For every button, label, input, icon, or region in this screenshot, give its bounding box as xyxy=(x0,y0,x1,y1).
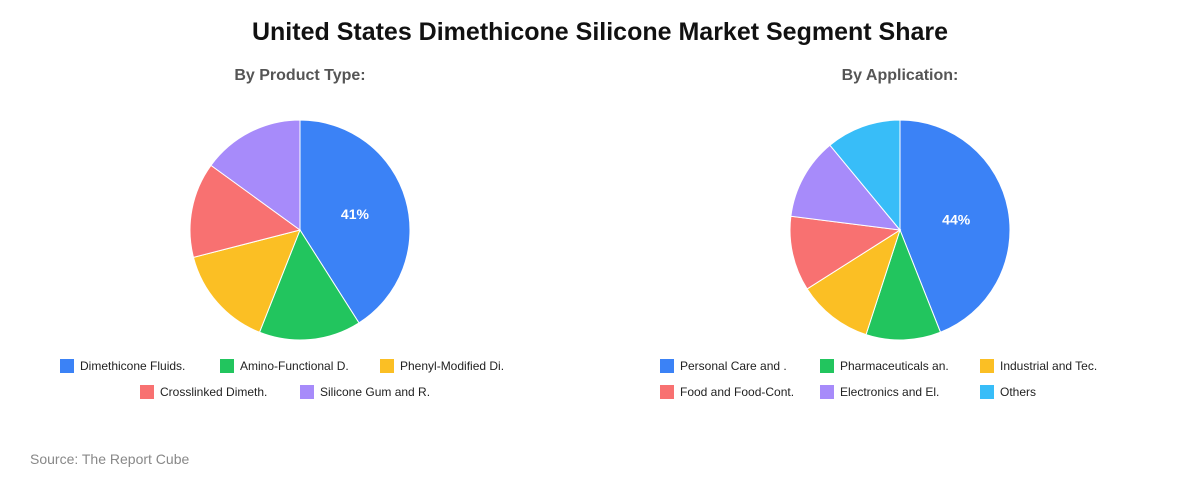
legend-label: Food and Food-Cont. xyxy=(680,385,795,399)
application-panel: By Application: 44% Personal Care and . P… xyxy=(600,60,1200,420)
legend-item-food-and-food-cont[interactable]: Food and Food-Cont. xyxy=(660,382,794,402)
legend-label: Phenyl-Modified Di. xyxy=(400,359,505,373)
application-title: By Application: xyxy=(841,67,959,84)
legend-item-dimethicone-fluids[interactable]: Dimethicone Fluids. xyxy=(60,356,185,376)
source-note: Source: The Report Cube xyxy=(30,451,190,467)
product-type-panel: By Product Type: 41% Dimethicone Fluids.… xyxy=(0,60,600,420)
legend-item-electronics-and-el[interactable]: Electronics and El. xyxy=(820,382,939,402)
legend-swatch xyxy=(60,359,74,373)
chart-title: United States Dimethicone Silicone Marke… xyxy=(251,18,949,46)
pie-slice-phenyl-modified-di xyxy=(192,229,301,333)
legend-label: Amino-Functional D. xyxy=(240,359,349,373)
legend-swatch xyxy=(820,359,834,373)
legend-item-phenyl-modified-di[interactable]: Phenyl-Modified Di. xyxy=(380,356,504,376)
legend-swatch xyxy=(660,359,674,373)
legend-swatch xyxy=(140,385,154,399)
legend-swatch xyxy=(980,385,994,399)
legend-item-pharmaceuticals-an[interactable]: Pharmaceuticals an. xyxy=(820,356,949,376)
legend-swatch xyxy=(820,385,834,399)
pie-slice-pharmaceuticals-an xyxy=(865,228,942,341)
legend-item-crosslinked-dimeth[interactable]: Crosslinked Dimeth. xyxy=(140,382,267,402)
pie-slice-industrial-and-tec xyxy=(806,228,901,336)
legend-item-industrial-and-tec[interactable]: Industrial and Tec. xyxy=(980,356,1097,376)
legend-label: Crosslinked Dimeth. xyxy=(160,385,268,399)
legend-swatch xyxy=(660,385,674,399)
legend-swatch xyxy=(380,359,394,373)
legend-item-silicone-gum-and-r[interactable]: Silicone Gum and R. xyxy=(300,382,430,402)
legend-label: Personal Care and . xyxy=(680,359,787,373)
legend-label: Silicone Gum and R. xyxy=(320,385,431,399)
pie-slice-others xyxy=(829,119,901,232)
pie-slice-food-and-food-cont xyxy=(789,215,902,290)
legend-label: Pharmaceuticals an. xyxy=(840,359,949,373)
pie-slice-silicone-gum-and-r xyxy=(210,119,301,231)
legend-swatch xyxy=(300,385,314,399)
product-type-pie: 41% xyxy=(189,119,411,341)
legend-swatch xyxy=(980,359,994,373)
application-pie: 44% xyxy=(789,119,1011,341)
legend-item-personal-care-and[interactable]: Personal Care and . xyxy=(660,356,787,376)
legend-label: Others xyxy=(1000,385,1037,399)
slice-data-label: 41% xyxy=(341,206,370,222)
legend-label: Industrial and Tec. xyxy=(1000,359,1098,373)
slice-data-label: 44% xyxy=(942,211,971,227)
legend-item-amino-functional-d[interactable]: Amino-Functional D. xyxy=(220,356,349,376)
pie-slice-crosslinked-dimeth xyxy=(189,164,302,258)
legend-label: Dimethicone Fluids. xyxy=(80,359,186,373)
pie-slice-personal-care-and xyxy=(899,119,1011,333)
product-type-title: By Product Type: xyxy=(234,67,366,84)
legend-item-others[interactable]: Others xyxy=(980,382,1036,402)
pie-slice-amino-functional-d xyxy=(258,228,360,341)
legend-label: Electronics and El. xyxy=(840,385,940,399)
pie-slice-dimethicone-fluids xyxy=(299,119,411,324)
legend-swatch xyxy=(220,359,234,373)
pie-slice-electronics-and-el xyxy=(790,144,902,231)
